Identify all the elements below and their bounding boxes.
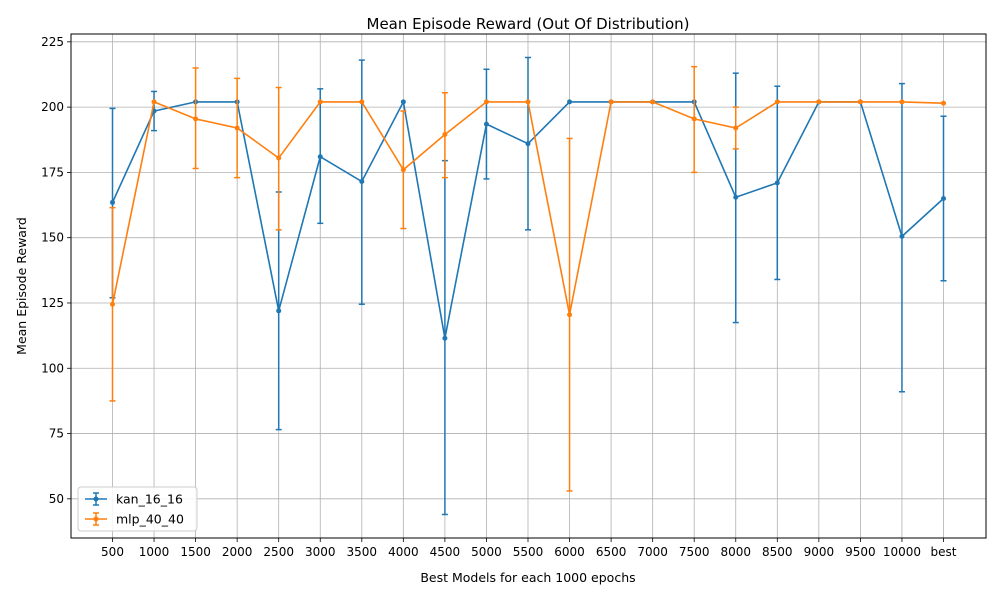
data-point xyxy=(733,194,739,200)
series-layer xyxy=(109,56,947,516)
data-point xyxy=(899,99,905,105)
y-tick-label: 50 xyxy=(49,492,64,506)
data-point xyxy=(110,199,115,205)
data-point xyxy=(276,308,282,314)
x-tick-label: 6000 xyxy=(554,545,585,559)
data-point xyxy=(483,121,489,127)
data-point xyxy=(733,125,739,131)
x-tick-label: 3500 xyxy=(347,545,378,559)
y-axis-label: Mean Episode Reward xyxy=(14,217,29,355)
x-tick-label: 7000 xyxy=(637,545,668,559)
x-tick-label: 7500 xyxy=(679,545,710,559)
data-point xyxy=(857,99,863,105)
series-mlp_40_40 xyxy=(109,65,946,492)
x-tick-label: 2500 xyxy=(263,545,294,559)
legend-swatch-marker xyxy=(93,496,99,502)
y-axis: 50 75 100 125 150 175 200 225 xyxy=(41,35,71,506)
x-tick-label: 3000 xyxy=(305,545,336,559)
data-point xyxy=(525,141,531,147)
data-point xyxy=(567,312,573,318)
data-point xyxy=(317,99,323,105)
data-point xyxy=(151,99,157,105)
x-tick-label: 10000 xyxy=(883,545,921,559)
x-tick-label: 8500 xyxy=(762,545,793,559)
data-point xyxy=(400,99,406,105)
data-point xyxy=(442,132,448,138)
x-tick-label: 5500 xyxy=(513,545,544,559)
data-point xyxy=(650,99,656,105)
legend-box xyxy=(77,486,198,532)
legend-label: kan_16_16 xyxy=(116,492,183,507)
x-tick-label: 500 xyxy=(101,545,124,559)
x-axis-label: Best Models for each 1000 epochs xyxy=(420,570,635,585)
data-point xyxy=(400,167,406,173)
x-tick-label: 2000 xyxy=(222,545,253,559)
data-point xyxy=(525,99,531,105)
data-point xyxy=(234,125,240,131)
y-tick-label: 175 xyxy=(41,165,64,179)
data-point xyxy=(317,154,323,160)
y-tick-label: 125 xyxy=(41,296,64,310)
data-point xyxy=(193,116,199,122)
data-point xyxy=(816,99,822,105)
data-point xyxy=(359,99,365,105)
chart-title: Mean Episode Reward (Out Of Distribution… xyxy=(367,15,690,33)
y-tick-label: 150 xyxy=(41,231,64,245)
y-tick-label: 200 xyxy=(41,100,64,114)
x-tick-label: 9000 xyxy=(804,545,835,559)
legend-label: mlp_40_40 xyxy=(116,512,184,527)
legend-swatch-marker xyxy=(93,516,99,522)
data-point xyxy=(359,179,365,185)
data-point xyxy=(899,233,905,239)
x-tick-label: 5000 xyxy=(471,545,502,559)
data-point xyxy=(567,99,573,105)
y-tick-label: 100 xyxy=(41,361,64,375)
x-tick-label: 1500 xyxy=(180,545,211,559)
data-point xyxy=(774,180,780,186)
y-tick-label: 75 xyxy=(49,427,64,441)
plot-frame xyxy=(70,33,987,539)
data-point xyxy=(691,116,697,122)
data-point xyxy=(941,196,946,202)
x-tick-label: 4000 xyxy=(388,545,419,559)
x-axis: 500 1000 1500 2000 2500 3000 3500 4000 4500 5000 5… xyxy=(101,538,957,559)
data-point xyxy=(774,99,780,105)
data-point xyxy=(483,99,489,105)
data-point xyxy=(608,99,614,105)
data-point xyxy=(442,335,448,341)
data-point xyxy=(276,155,282,161)
x-tick-label: 6500 xyxy=(596,545,627,559)
x-tick-label: 1000 xyxy=(139,545,170,559)
x-tick-label: best xyxy=(931,545,957,559)
x-tick-label: 4500 xyxy=(430,545,461,559)
x-tick-label: 9500 xyxy=(845,545,876,559)
y-tick-label: 225 xyxy=(41,35,64,49)
legend: kan_16_16 mlp_40_40 xyxy=(77,486,198,532)
x-tick-label: 8000 xyxy=(720,545,751,559)
data-point xyxy=(110,301,115,307)
data-point xyxy=(941,100,946,106)
